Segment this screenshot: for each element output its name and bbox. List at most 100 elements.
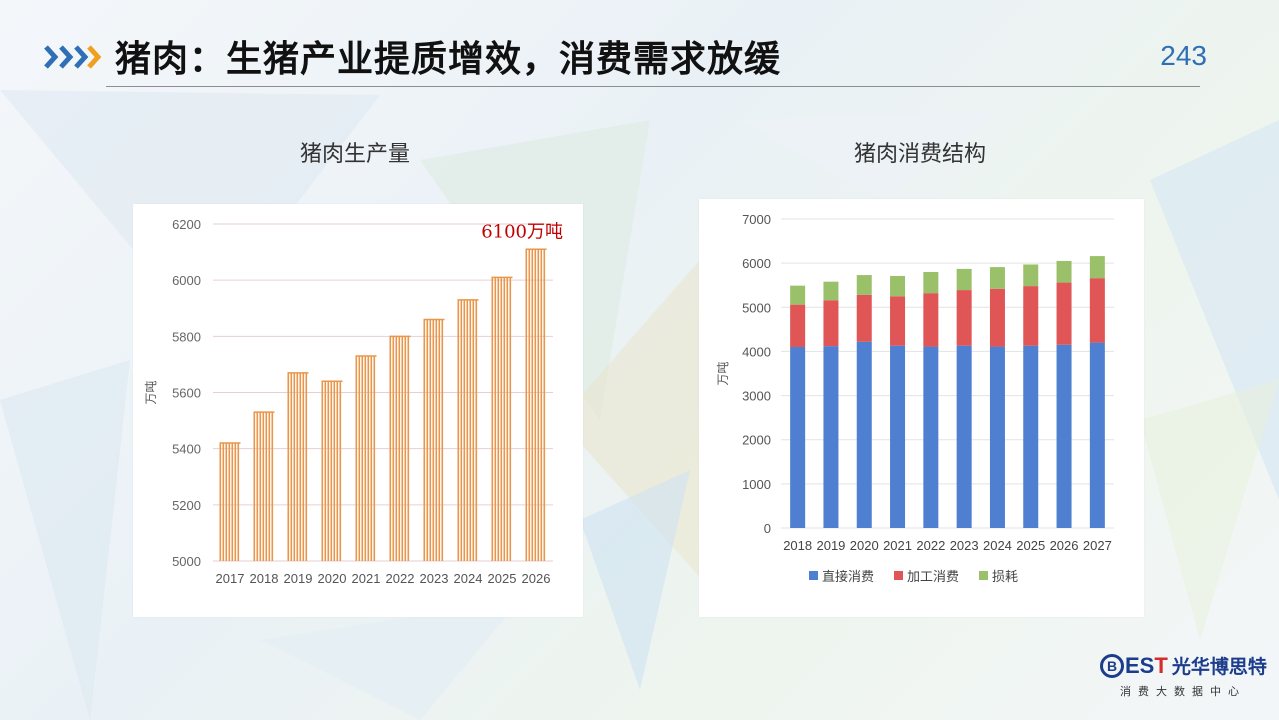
stacked-bar-segment xyxy=(823,300,839,347)
legend-swatch xyxy=(809,571,818,580)
stacked-bar-segment xyxy=(989,288,1005,347)
x-tick-label: 2021 xyxy=(352,571,381,586)
production-bar xyxy=(355,355,376,561)
y-tick-label: 1000 xyxy=(742,477,771,492)
production-bar xyxy=(287,372,308,561)
stacked-bar-segment xyxy=(1089,342,1105,528)
production-chart-title: 猪肉生产量 xyxy=(299,142,410,167)
y-tick-label: 5800 xyxy=(172,329,201,344)
production-bar xyxy=(457,299,478,561)
logo-subtitle: 消费大数据中心 xyxy=(1120,685,1246,698)
y-tick-label: 5400 xyxy=(172,442,201,457)
stacked-bar-segment xyxy=(956,345,972,528)
x-tick-label: 2020 xyxy=(850,538,879,553)
x-tick-label: 2018 xyxy=(250,571,279,586)
stacked-bar-segment xyxy=(790,285,806,305)
legend-swatch xyxy=(979,571,988,580)
production-bar xyxy=(491,277,512,561)
page-title: 猪肉：生猪产业提质增效，消费需求放缓 xyxy=(115,39,782,80)
stacked-bar-segment xyxy=(989,267,1005,289)
legend-label: 加工消费 xyxy=(907,570,959,585)
logo-mark: B xyxy=(1100,653,1124,678)
legend-swatch xyxy=(894,571,903,580)
production-bar xyxy=(525,249,546,561)
x-tick-label: 2025 xyxy=(1016,538,1045,553)
x-tick-label: 2024 xyxy=(454,571,483,586)
y-tick-label: 6200 xyxy=(172,217,201,232)
x-tick-label: 2021 xyxy=(883,538,912,553)
stacked-bar-segment xyxy=(956,290,972,346)
x-tick-label: 2022 xyxy=(916,538,945,553)
production-bar xyxy=(321,381,342,561)
stacked-bar-segment xyxy=(823,346,839,528)
stacked-bar-segment xyxy=(856,341,872,528)
y-tick-label: 4000 xyxy=(742,344,771,359)
stacked-bar-segment xyxy=(856,294,872,342)
stacked-bar-segment xyxy=(923,346,939,528)
stacked-bar-segment xyxy=(1023,264,1039,287)
production-bar-chart: 5000 5200 5400 5600 5800 6000 6200 万吨 2017 2018 20… xyxy=(144,217,563,586)
x-tick-label: 2024 xyxy=(983,538,1012,553)
x-tick-label: 2019 xyxy=(284,571,313,586)
production-bar xyxy=(219,443,240,561)
consumption-chart-title: 猪肉消费结构 xyxy=(853,142,986,167)
x-tick-label: 2027 xyxy=(1083,538,1112,553)
y-tick-label: 5000 xyxy=(172,554,201,569)
company-logo: B EST 光华博思特 消费大数据中心 xyxy=(1100,652,1270,702)
y-axis-label: 万吨 xyxy=(716,361,730,385)
stacked-bar-segment xyxy=(1089,256,1105,279)
stacked-bar-segment xyxy=(1056,282,1072,345)
stacked-bar-segment xyxy=(923,271,939,294)
slide-header: 猪肉：生猪产业提质增效，消费需求放缓 243 xyxy=(0,0,1279,95)
y-tick-label: 5200 xyxy=(172,498,201,513)
consumption-stacked-bar-chart: 0 1000 2000 3000 4000 5000 6000 7000 万吨 2018 2019 2… xyxy=(716,212,1114,585)
production-bar xyxy=(389,336,410,561)
y-tick-label: 5600 xyxy=(172,386,201,401)
stacked-bar-segment xyxy=(1023,345,1039,528)
x-tick-label: 2026 xyxy=(522,571,551,586)
y-tick-label: 3000 xyxy=(742,389,771,404)
x-tick-label: 2017 xyxy=(216,571,245,586)
production-chart-panel: 5000 5200 5400 5600 5800 6000 6200 万吨 2017 2018 20… xyxy=(133,204,583,617)
page-number: 243 xyxy=(1160,40,1207,71)
x-tick-label: 2023 xyxy=(420,571,449,586)
stacked-bar-segment xyxy=(790,304,806,348)
stacked-bar-segment xyxy=(890,345,906,528)
stacked-bar-segment xyxy=(989,346,1005,528)
stacked-bar-segment xyxy=(856,275,872,295)
x-tick-label: 2023 xyxy=(950,538,979,553)
stacked-bar-segment xyxy=(1056,344,1072,528)
stacked-bar-segment xyxy=(923,293,939,347)
production-bar xyxy=(423,319,444,561)
stacked-bar-segment xyxy=(890,275,906,297)
consumption-chart-panel: 0 1000 2000 3000 4000 5000 6000 7000 万吨 2018 2019 2… xyxy=(699,199,1144,617)
y-tick-label: 7000 xyxy=(742,212,771,227)
x-tick-label: 2020 xyxy=(318,571,347,586)
logo-est: EST xyxy=(1125,652,1168,678)
x-tick-label: 2022 xyxy=(386,571,415,586)
y-tick-label: 2000 xyxy=(742,433,771,448)
stacked-bar-segment xyxy=(890,296,906,346)
stacked-bar-segment xyxy=(956,268,972,291)
stacked-bar-segment xyxy=(1056,260,1072,283)
x-tick-label: 2026 xyxy=(1050,538,1079,553)
logo-company-name: 光华博思特 xyxy=(1171,656,1267,678)
production-bar xyxy=(253,412,274,561)
y-tick-label: 6000 xyxy=(172,273,201,288)
y-tick-label: 5000 xyxy=(742,300,771,315)
x-tick-label: 2025 xyxy=(488,571,517,586)
value-annotation: 6100万吨 xyxy=(481,221,563,242)
stacked-bar-segment xyxy=(1023,286,1039,346)
y-tick-label: 6000 xyxy=(742,256,771,271)
x-tick-label: 2019 xyxy=(816,538,845,553)
y-tick-label: 0 xyxy=(764,521,771,536)
header-divider xyxy=(106,86,1200,87)
legend-label: 直接消费 xyxy=(822,569,874,585)
stacked-bar-segment xyxy=(1089,278,1105,343)
stacked-bar-segment xyxy=(790,347,806,528)
y-axis-label: 万吨 xyxy=(144,380,158,404)
legend-label: 损耗 xyxy=(992,570,1018,585)
x-tick-label: 2018 xyxy=(783,538,812,553)
stacked-bar-segment xyxy=(823,281,839,301)
chevron-icon xyxy=(44,45,102,69)
